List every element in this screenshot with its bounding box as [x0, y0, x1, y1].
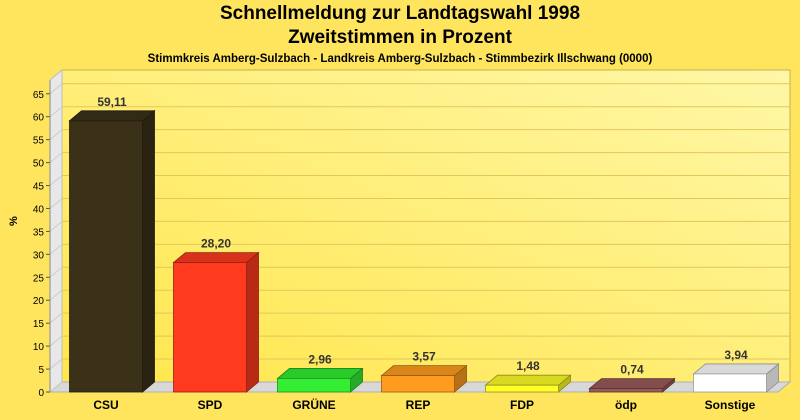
y-gridline-side — [49, 335, 63, 347]
y-tick-label: 60 — [33, 113, 45, 124]
y-gridline-side — [49, 289, 63, 301]
y-tick-label: 65 — [33, 90, 45, 101]
y-gridline-side — [49, 381, 63, 393]
x-tick-label-fdp: FDP — [510, 398, 534, 412]
y-tick-label: 40 — [33, 204, 45, 215]
y-tick-label: 45 — [33, 182, 45, 193]
value-label-spd: 28,20 — [201, 237, 231, 251]
y-gridline-side — [49, 198, 63, 209]
x-tick-label-rep: REP — [406, 398, 431, 412]
y-gridline-side — [49, 221, 63, 232]
bar-top-csu — [68, 110, 156, 122]
y-tick-label: 10 — [33, 342, 45, 353]
y-tick-label: 5 — [38, 365, 44, 376]
y-tick-label: 15 — [33, 319, 45, 330]
y-tick-label: 20 — [33, 296, 45, 307]
bar-top-ödp — [588, 378, 676, 390]
plot-side-wall — [49, 68, 63, 394]
bar-spd — [173, 262, 247, 393]
bar-top-spd — [172, 252, 260, 264]
bar-top-grüne — [276, 368, 364, 379]
chart-title: Schnellmeldung zur Landtagswahl 1998 — [219, 3, 581, 24]
y-gridline-side — [49, 175, 63, 186]
y-tick-label: 25 — [33, 273, 45, 284]
value-label-ödp: 0,74 — [620, 363, 644, 377]
value-label-rep: 3,57 — [412, 350, 436, 364]
bar-side-spd — [246, 251, 259, 393]
y-gridline-side — [49, 312, 63, 324]
bar-sonstige — [693, 373, 767, 393]
bar-top-rep — [380, 365, 468, 377]
value-label-fdp: 1,48 — [516, 359, 540, 373]
y-tick-label: 50 — [33, 159, 45, 170]
x-tick-label-sonstige: Sonstige — [705, 398, 756, 412]
y-gridline-side — [49, 129, 63, 141]
bar-fdp — [485, 384, 559, 393]
bar-top-sonstige — [692, 363, 780, 375]
bar-grüne — [277, 378, 351, 393]
value-label-sonstige: 3,94 — [724, 348, 748, 362]
value-label-csu: 59,11 — [97, 95, 127, 109]
y-gridline-side — [49, 358, 63, 370]
bar-ödp — [589, 388, 663, 393]
chart-subtitle: Zweitstimmen in Prozent — [288, 27, 512, 48]
plot-back-wall — [61, 69, 791, 383]
bar-csu — [69, 120, 143, 393]
y-gridline-side — [49, 152, 63, 163]
y-gridline-side — [49, 266, 63, 278]
y-gridline-side — [49, 243, 63, 255]
y-tick-label: 30 — [33, 250, 45, 261]
y-tick-label: 0 — [38, 388, 44, 399]
y-gridline-side — [49, 106, 63, 118]
y-gridline-side — [49, 83, 63, 95]
x-tick-label-grüne: GRÜNE — [292, 397, 335, 412]
chart-location-subtitle: Stimmkreis Amberg-Sulzbach - Landkreis A… — [147, 53, 653, 65]
y-tick-label: 35 — [33, 227, 45, 238]
bar-top-fdp — [484, 374, 572, 386]
bar-rep — [381, 375, 455, 393]
y-tick-label: 55 — [33, 136, 45, 147]
x-tick-label-ödp: ödp — [615, 398, 637, 412]
x-tick-label-spd: SPD — [198, 398, 223, 412]
x-tick-label-csu: CSU — [93, 398, 118, 412]
bar-side-csu — [142, 109, 155, 393]
value-label-grüne: 2,96 — [308, 352, 332, 366]
